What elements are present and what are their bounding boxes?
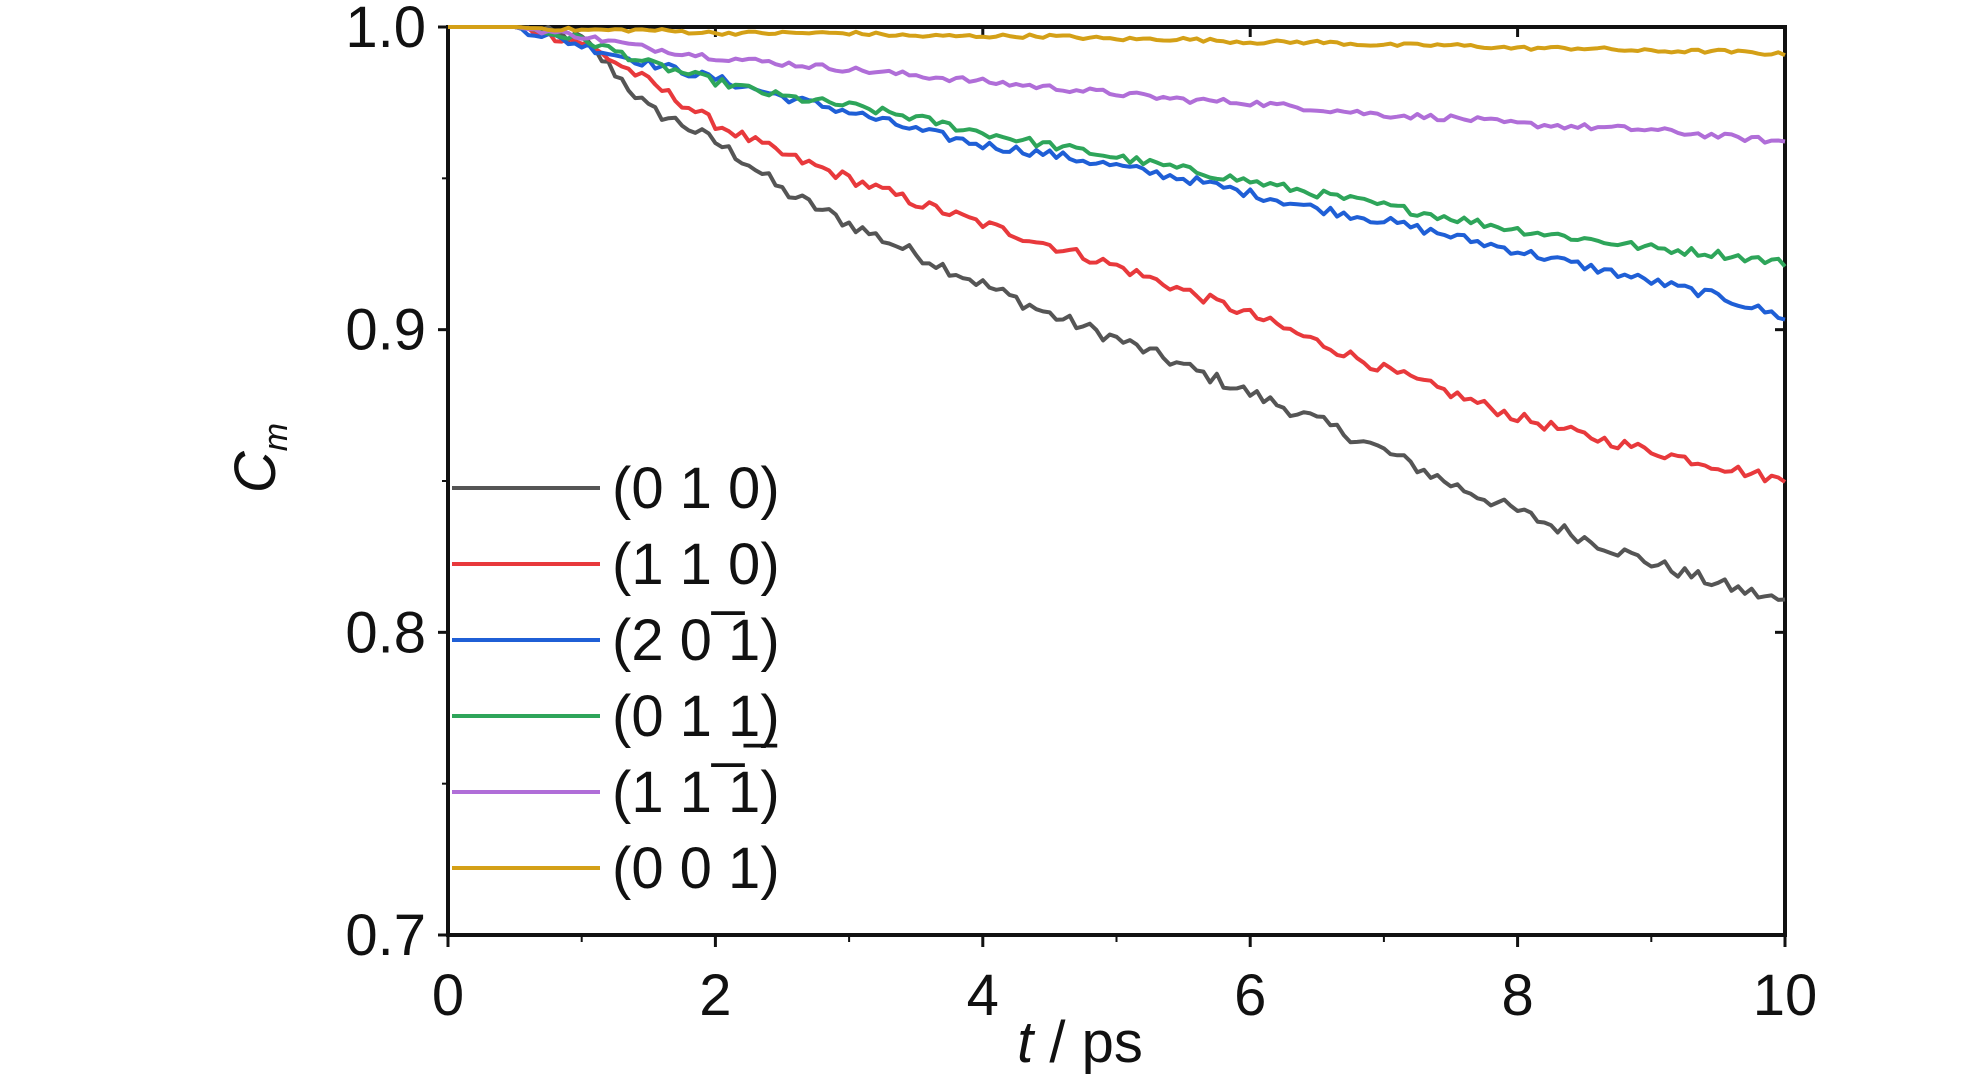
x-tick-label: 10 xyxy=(1753,963,1818,1028)
x-tick-label: 4 xyxy=(967,963,999,1028)
y-tick-label: 0.9 xyxy=(345,298,426,363)
series-line xyxy=(448,25,1786,145)
legend-label: (2 0 ̅1) xyxy=(612,608,780,673)
y-tick-label: 1.0 xyxy=(345,0,426,60)
y-axis-title-main: C xyxy=(223,450,288,493)
legend-label: (0 1 0) xyxy=(612,456,780,521)
axis-labels: Cm t / ps xyxy=(223,423,1143,1075)
x-tick-label: 8 xyxy=(1501,963,1533,1028)
x-axis-title-italic: t xyxy=(1017,1010,1036,1075)
legend-label: (0 1 1̲) xyxy=(612,684,780,749)
x-axis-title: t / ps xyxy=(1017,1010,1143,1075)
series-line xyxy=(448,25,1787,268)
y-axis-title: Cm xyxy=(223,423,295,493)
axes: 0 2 4 6 8 10 0.7 0.8 0.9 1.0 xyxy=(345,0,1817,1028)
y-tick-label: 0.7 xyxy=(345,903,426,968)
series-line xyxy=(448,25,1786,602)
series-line xyxy=(448,25,1786,58)
y-tick-label: 0.8 xyxy=(345,600,426,665)
x-tick-label: 2 xyxy=(699,963,731,1028)
legend-label: (1 1 ̅1) xyxy=(612,760,780,825)
series-line xyxy=(448,25,1786,322)
x-axis-title-rest: / ps xyxy=(1033,1010,1143,1075)
y-axis-title-sub: m xyxy=(257,423,295,451)
x-tick-label: 6 xyxy=(1234,963,1266,1028)
x-tick-label: 0 xyxy=(432,963,464,1028)
legend-label: (1 1 0) xyxy=(612,532,780,597)
legend-label: (0 0 1) xyxy=(612,836,780,901)
legend: (0 1 0) (1 1 0) (2 0 ̅1) (0 1 1̲) (1 1 ̅1) (0… xyxy=(452,456,780,901)
series-line xyxy=(448,25,1787,484)
series-lines xyxy=(448,25,1787,602)
